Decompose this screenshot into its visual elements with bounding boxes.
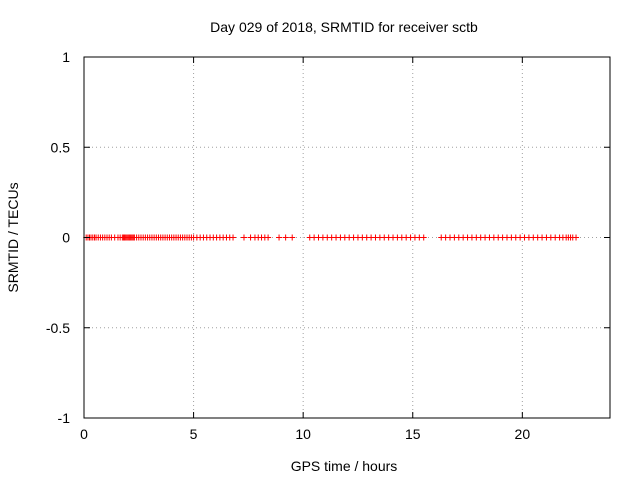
data-point [282,234,289,241]
x-axis-label: GPS time / hours [291,458,398,474]
axis-tick-labels: 0 5 10 15 20 -1 -0.5 0 0.5 1 [46,49,530,442]
data-point [265,234,272,241]
data-points [83,234,580,241]
y-tick-label: -0.5 [46,320,70,336]
x-tick-label: 20 [515,426,531,442]
axis-ticks [83,56,610,419]
data-point [240,234,247,241]
data-point [230,234,237,241]
data-point [573,234,580,241]
x-tick-label: 15 [405,426,421,442]
data-point [276,234,283,241]
data-point [289,234,296,241]
y-tick-label: 1 [62,49,70,65]
y-tick-label: -1 [58,410,71,426]
x-tick-label: 5 [190,426,198,442]
data-point [420,234,427,241]
y-axis-label: SRMTID / TECUs [5,182,21,292]
x-tick-label: 0 [80,426,88,442]
y-tick-label: 0 [62,230,70,246]
x-tick-label: 10 [295,426,311,442]
chart-title: Day 029 of 2018, SRMTID for receiver sct… [210,19,478,35]
y-tick-label: 0.5 [51,139,71,155]
